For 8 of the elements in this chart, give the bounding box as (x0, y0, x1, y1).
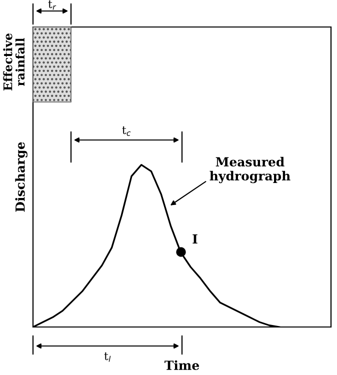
text: t$_{l}$ (104, 352, 111, 362)
text: Effective rainfall (3, 33, 25, 91)
y-axis-title: Discharge (15, 142, 28, 212)
annotation: Measured hydrograph (210, 156, 290, 184)
text: t$_{r}$ (48, 0, 56, 10)
text: t$_{c}$ (122, 126, 131, 136)
x-axis-title: Time (164, 360, 200, 370)
annotation: I (192, 234, 198, 244)
